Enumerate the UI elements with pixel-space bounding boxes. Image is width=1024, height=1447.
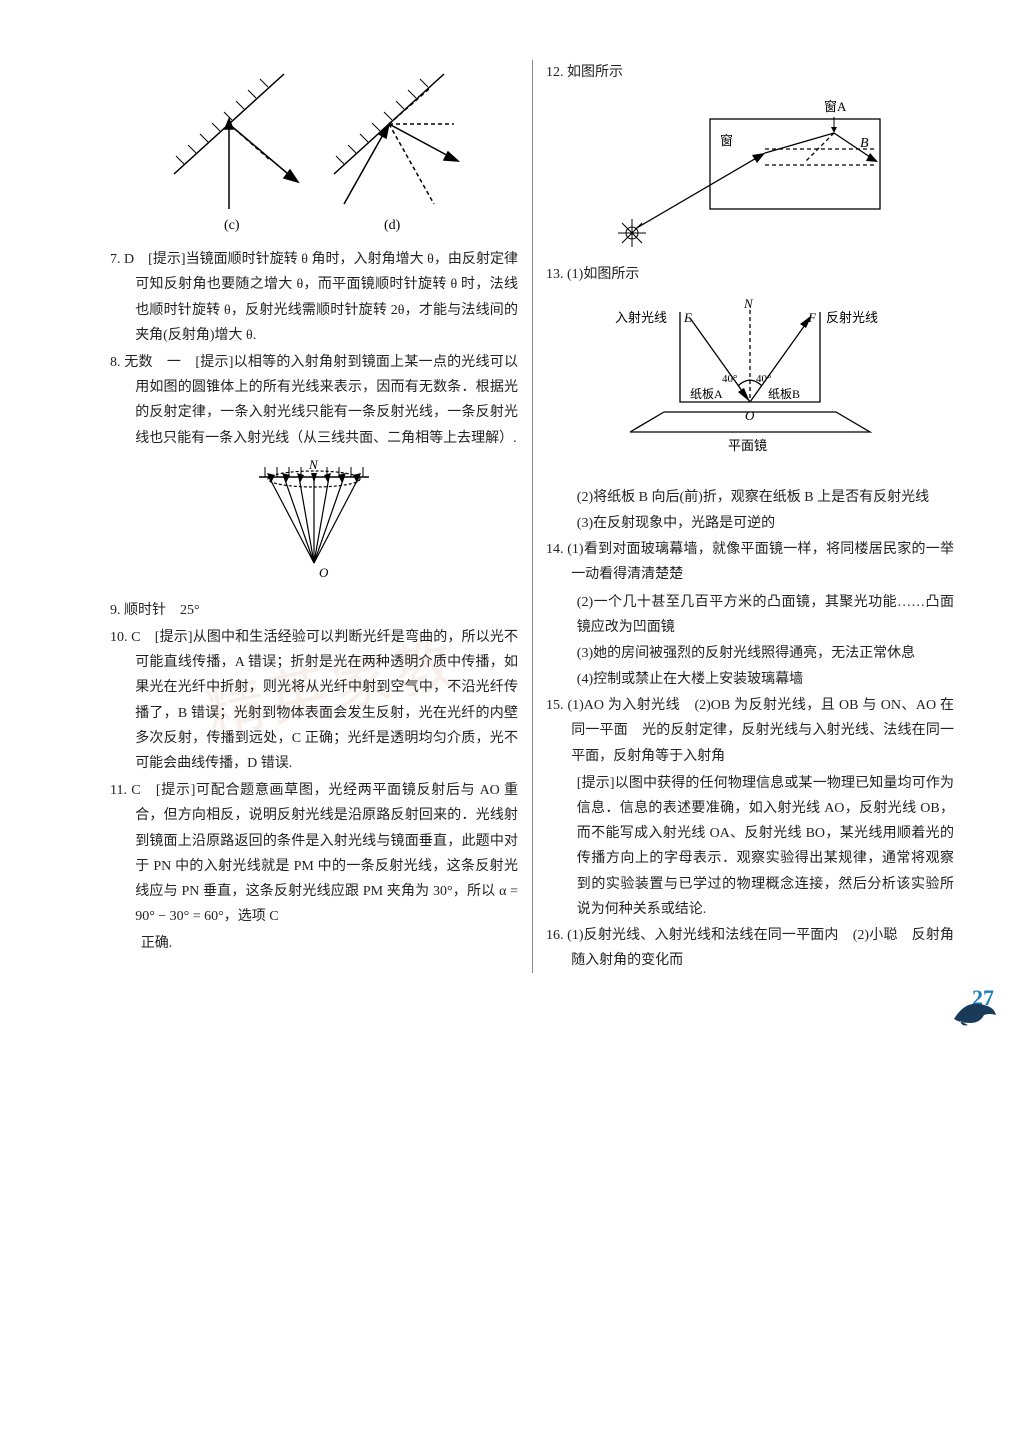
answer-num: 13. [546,267,564,282]
answer-text: (1)AO 为入射光线 (2)OB 为反射光线，且 OB 与 ON、AO 在同一… [567,698,954,763]
label-40l: 40° [722,373,737,385]
text-correct: 正确. [110,931,518,956]
answer-12: 12. 如图所示 [546,60,954,85]
answer-13: 13. (1)如图所示 [546,262,954,287]
label-in: 入射光线 [615,310,667,325]
answer-text: D [提示]当镜面顺时针旋转 θ 角时，入射角增大 θ，由反射定律可知反射角也要… [124,252,518,343]
answer-14-4: (4)控制或禁止在大楼上安装玻璃幕墙 [546,667,954,692]
answer-14-3: (3)她的房间被强烈的反射光线照得通亮，无法正常休息 [546,641,954,666]
label-40r: 40° [756,373,771,385]
answer-16: 16. (1)反射光线、入射光线和法线在同一平面内 (2)小聪 反射角随入射角的… [546,923,954,973]
answer-13-3: (3)在反射现象中，光路是可逆的 [546,511,954,536]
answer-text: (1)如图所示 [567,267,639,282]
answer-text: 如图所示 [567,65,623,80]
label-N: N [308,457,319,472]
figure-13: 入射光线 反射光线 E N F 40° 40° 纸板A 纸板B O 平面镜 [546,292,954,481]
answer-text: 顺时针 25° [124,603,200,618]
figure-c-d: (c) (d) [110,64,518,243]
label-out: 反射光线 [826,310,878,325]
answer-11: 11. C [提示]可配合题意画草图，光经两平面镜反射后与 AO 重合，但方向相… [110,778,518,929]
label-E: E [683,310,692,325]
label-window: 窗 [720,133,733,148]
label-boardB: 纸板B [768,387,800,401]
answer-num: 12. [546,65,564,80]
figure-12: 窗A B 窗 [546,89,954,258]
answer-num: 10. [110,630,128,645]
answer-text: (1)看到对面玻璃幕墙，就像平面镜一样，将同楼居民家的一举一动看得清清楚楚 [567,542,954,582]
answer-10: 10. C [提示]从图中和生活经验可以判断光纤是弯曲的，所以光不可能直线传播，… [110,625,518,776]
answer-num: 8. [110,355,121,370]
label-F: F [807,310,817,325]
label-windowA: 窗A [824,99,847,114]
label-O2: O [745,408,755,423]
answer-15: 15. (1)AO 为入射光线 (2)OB 为反射光线，且 OB 与 ON、AO… [546,693,954,769]
answer-15-hint: [提示]以图中获得的任何物理信息或某一物理已知量均可作为信息．信息的表述要准确，… [546,771,954,922]
answer-13-2: (2)将纸板 B 向后(前)折，观察在纸板 B 上是否有反射光线 [546,485,954,510]
answer-num: 9. [110,603,121,618]
answer-9: 9. 顺时针 25° [110,598,518,623]
dolphin-icon [950,989,998,1029]
page-content: (c) (d) 7. D [提示]当镜面顺时针旋转 [110,60,954,973]
label-N2: N [743,296,754,311]
answer-text: C [提示]从图中和生活经验可以判断光纤是弯曲的，所以光不可能直线传播，A 错误… [131,630,518,771]
answer-num: 11. [110,783,127,798]
answer-14: 14. (1)看到对面玻璃幕墙，就像平面镜一样，将同楼居民家的一举一动看得清清楚… [546,537,954,587]
label-O: O [319,565,329,580]
label-d: (d) [384,218,401,233]
answer-num: 7. [110,252,121,267]
answer-8: 8. 无数 一 [提示]以相等的入射角射到镜面上某一点的光线可以用如图的圆锥体上… [110,350,518,451]
answer-text: C [提示]可配合题意画草图，光经两平面镜反射后与 AO 重合，但方向相反，说明… [131,783,518,924]
answer-text: (1)反射光线、入射光线和法线在同一平面内 (2)小聪 反射角随入射角的变化而 [567,928,954,968]
label-mirror: 平面镜 [728,438,767,453]
answer-14-2: (2)一个几十甚至几百平方米的凸面镜，其聚光功能……凸面镜应改为凹面镜 [546,590,954,640]
label-c: (c) [224,218,240,233]
figure-cone: N O [110,455,518,594]
answer-text: 无数 一 [提示]以相等的入射角射到镜面上某一点的光线可以用如图的圆锥体上的所有… [124,355,518,446]
label-boardA: 纸板A [690,387,723,401]
answer-num: 15. [546,698,564,713]
answer-num: 16. [546,928,564,943]
answer-num: 14. [546,542,564,557]
answer-7: 7. D [提示]当镜面顺时针旋转 θ 角时，入射角增大 θ，由反射定律可知反射… [110,247,518,348]
